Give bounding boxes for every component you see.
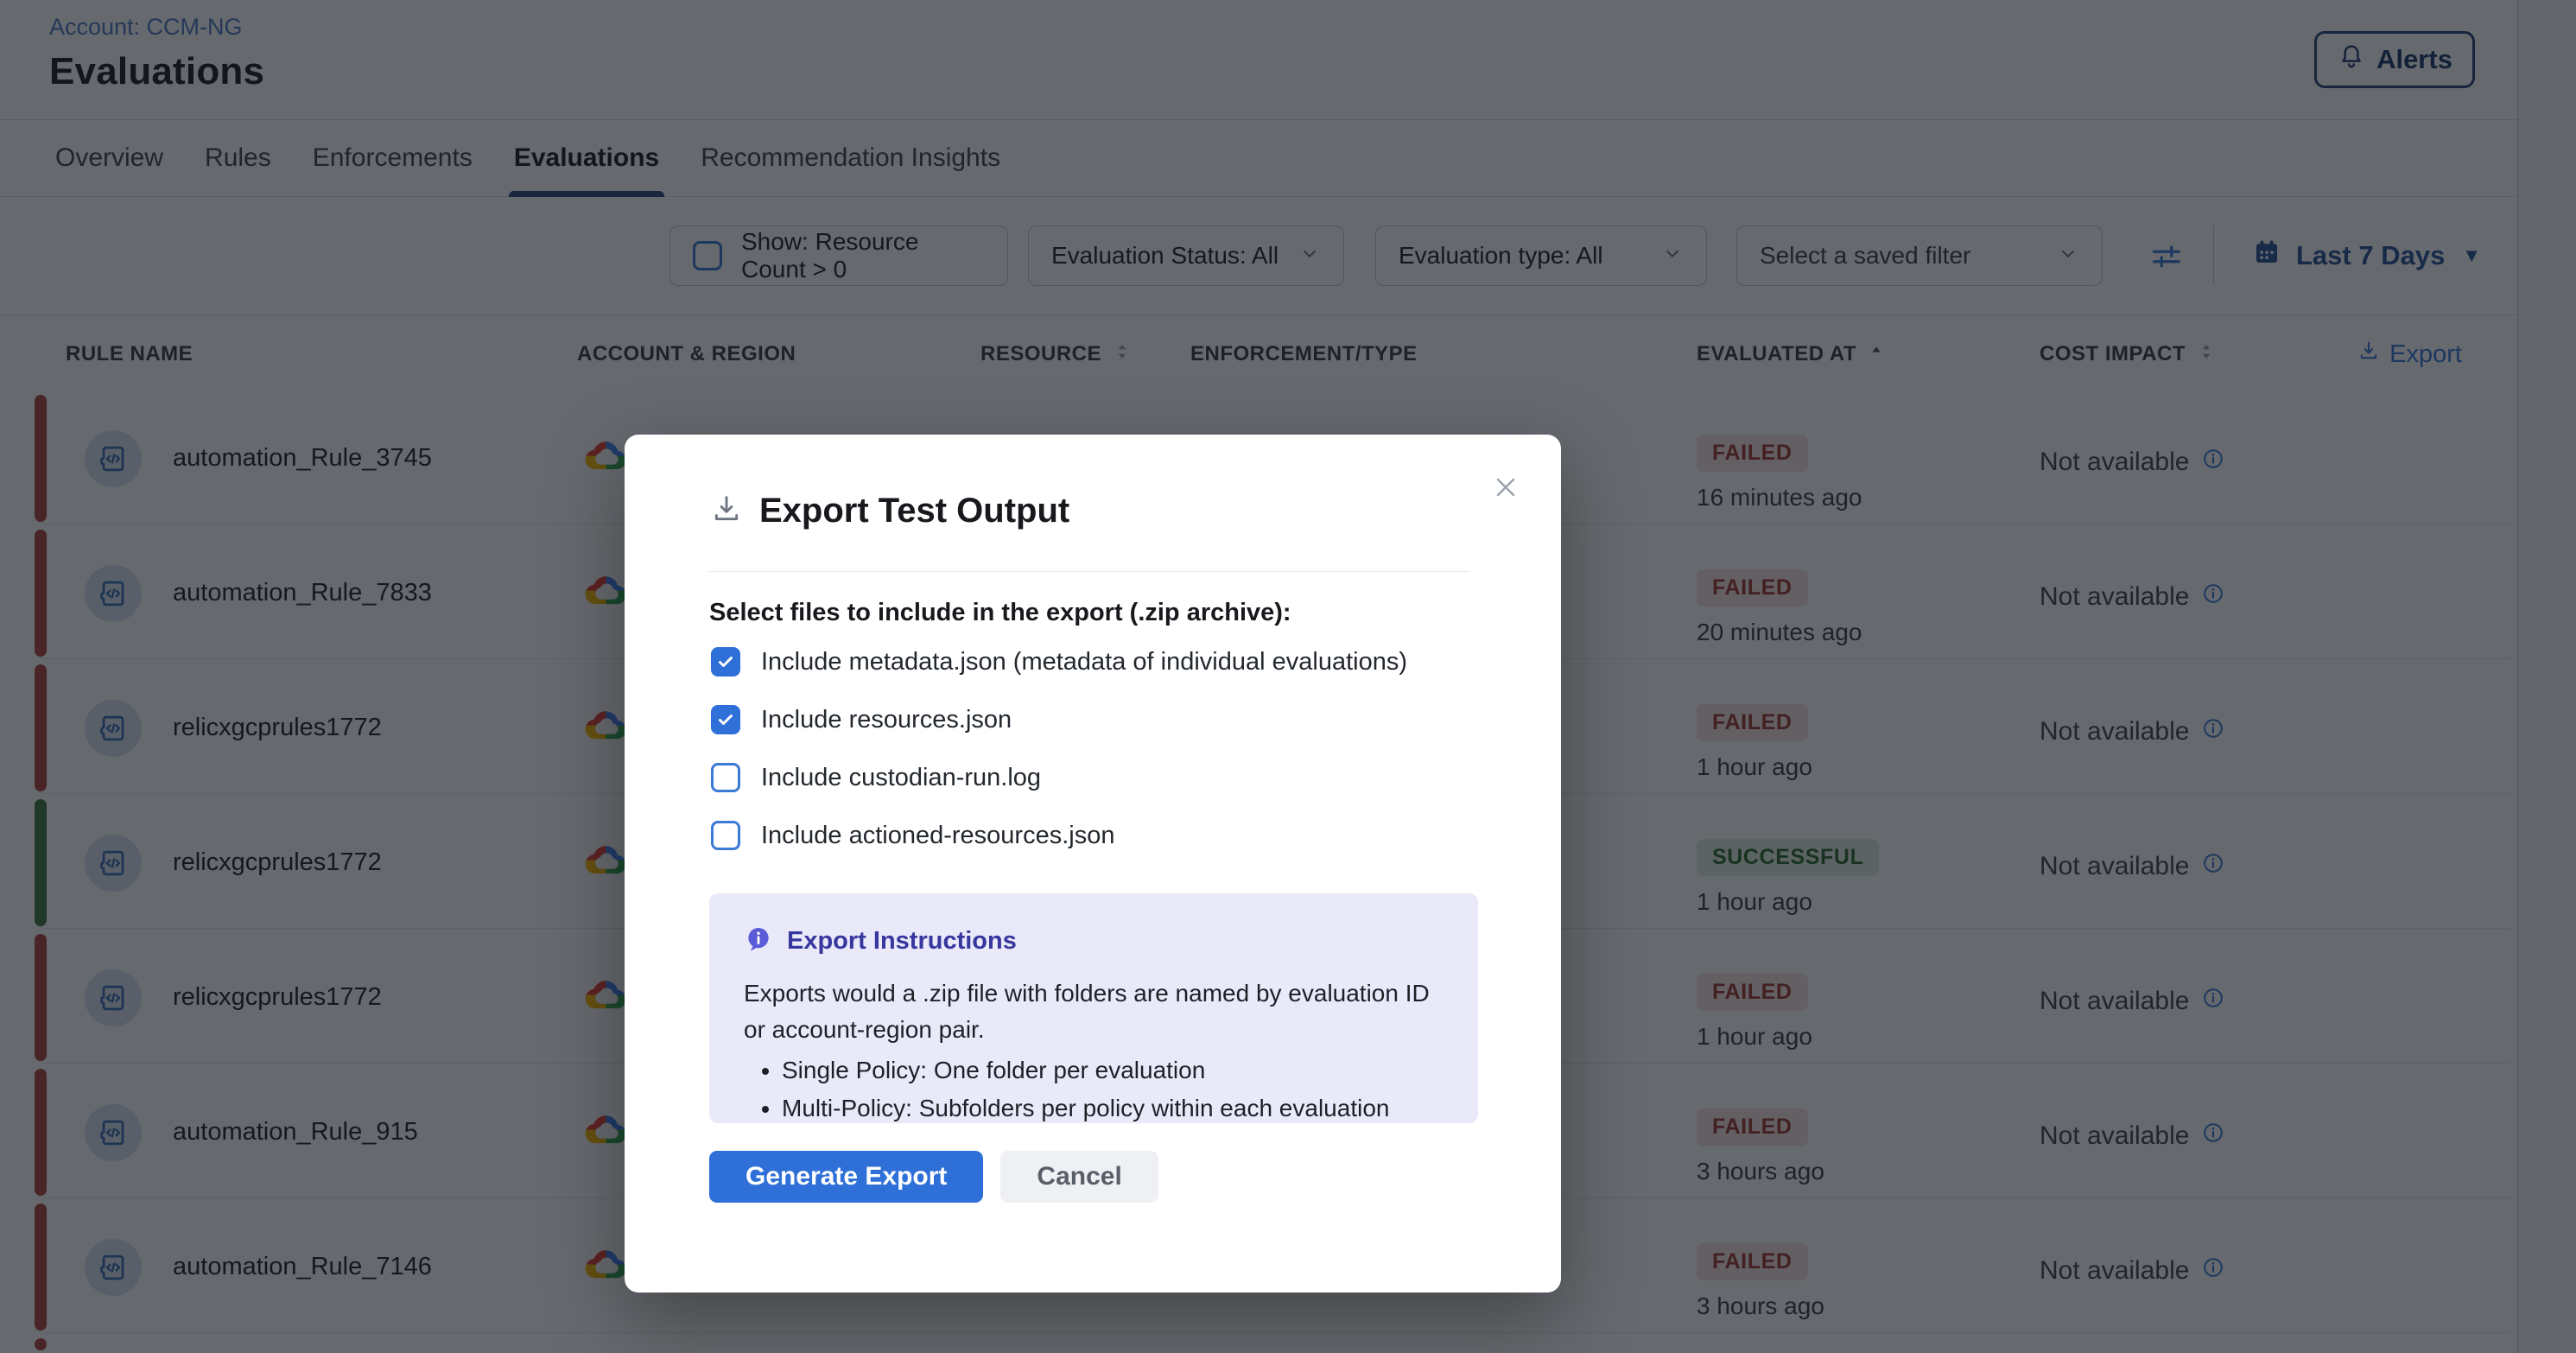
modal-body: Export Test Output Select files to inclu… — [709, 435, 1478, 1293]
checkbox[interactable] — [711, 763, 740, 792]
checkbox-include-custodian-log[interactable]: Include custodian-run.log — [711, 763, 1407, 792]
checkbox-label: Include resources.json — [761, 705, 1012, 734]
checkbox-label: Include custodian-run.log — [761, 763, 1042, 791]
export-file-options: Include metadata.json (metadata of indiv… — [711, 647, 1407, 850]
list-item: Single Policy: One folder per evaluation — [782, 1051, 1443, 1089]
cancel-button[interactable]: Cancel — [1000, 1151, 1158, 1203]
checkbox[interactable] — [711, 821, 740, 850]
export-instructions-header: Export Instructions — [744, 924, 1443, 958]
export-instructions-title: Export Instructions — [787, 927, 1017, 955]
checkbox[interactable] — [711, 647, 740, 676]
checkbox-include-actioned-resources[interactable]: Include actioned-resources.json — [711, 821, 1407, 850]
modal-buttons: Generate Export Cancel — [709, 1151, 1158, 1203]
checkbox-label: Include metadata.json (metadata of indiv… — [761, 647, 1408, 676]
info-bubble-icon — [744, 924, 773, 958]
checkbox[interactable] — [711, 705, 740, 734]
modal-title-row: Export Test Output — [709, 492, 1069, 530]
export-instructions-body: Exports would a .zip file with folders a… — [744, 980, 1430, 1043]
list-item: Multi-Policy: Subfolders per policy with… — [782, 1089, 1443, 1128]
modal-title: Export Test Output — [759, 492, 1070, 530]
checkbox-include-resources[interactable]: Include resources.json — [711, 705, 1407, 734]
checkbox-include-metadata[interactable]: Include metadata.json (metadata of indiv… — [711, 647, 1407, 676]
export-instructions-panel: Export Instructions Exports would a .zip… — [709, 893, 1478, 1123]
export-instructions-list: Single Policy: One folder per evaluation… — [744, 1051, 1443, 1128]
export-test-output-modal: Export Test Output Select files to inclu… — [625, 435, 1561, 1293]
checkbox-label: Include actioned-resources.json — [761, 821, 1115, 849]
select-files-label: Select files to include in the export (.… — [709, 599, 1291, 626]
close-icon[interactable] — [1488, 471, 1523, 505]
generate-export-button[interactable]: Generate Export — [709, 1151, 984, 1203]
divider — [709, 571, 1469, 572]
download-icon — [709, 492, 744, 530]
